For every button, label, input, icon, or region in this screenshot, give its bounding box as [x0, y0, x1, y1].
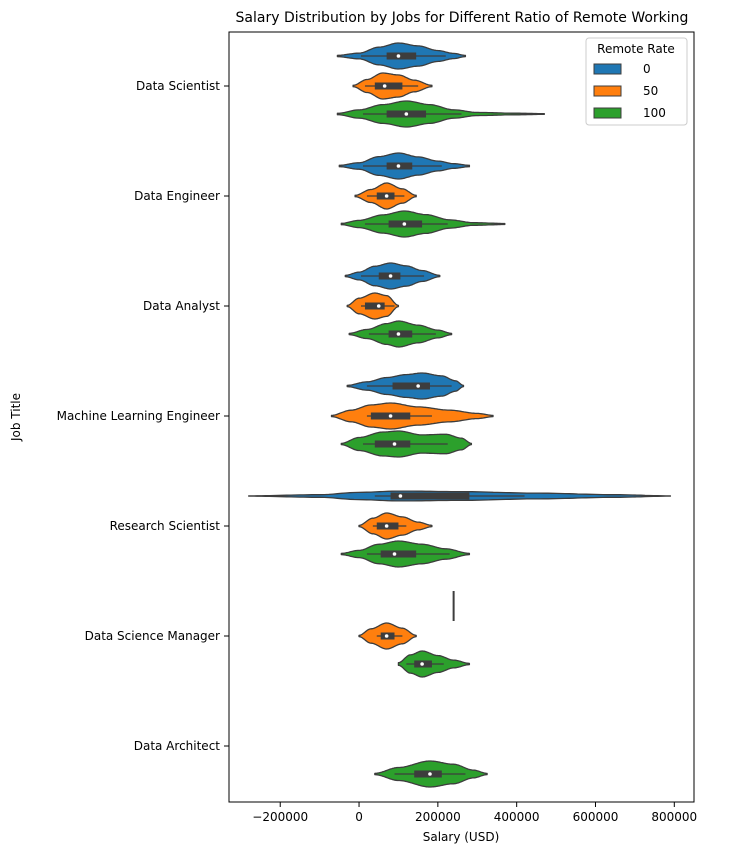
y-tick-label: Data Science Manager	[85, 629, 220, 643]
violin-iqr-box	[374, 440, 411, 448]
y-tick-label: Research Scientist	[110, 519, 221, 533]
violin-machine-learning-engineer-remote-100	[340, 430, 473, 458]
violin-data-science-manager-remote-50	[358, 622, 417, 650]
violin-data-analyst-remote-0	[344, 262, 441, 290]
legend-entry-50: 50	[593, 84, 658, 98]
y-tick-label: Data Analyst	[143, 299, 220, 313]
x-tick-label: 400000	[494, 810, 540, 824]
x-tick-label: 600000	[573, 810, 619, 824]
legend-label: 50	[643, 84, 658, 98]
violin-median	[388, 414, 393, 418]
violin-layer	[248, 42, 672, 788]
violin-iqr-box	[364, 302, 385, 310]
violin-iqr-box	[380, 550, 417, 558]
violin-median	[398, 494, 403, 498]
y-tick-label: Data Engineer	[134, 189, 220, 203]
legend: Remote Rate 0 50 100	[585, 37, 688, 126]
legend-swatch	[593, 107, 622, 119]
x-tick-label: −200000	[252, 810, 308, 824]
violin-data-scientist-remote-100	[336, 100, 545, 128]
x-axis: −200000 0 200000 400000 600000 800000	[252, 802, 697, 824]
x-tick-label: 200000	[415, 810, 461, 824]
y-tick-label: Machine Learning Engineer	[57, 409, 220, 423]
violin-median	[392, 552, 397, 556]
violin-median	[376, 304, 381, 308]
violin-median	[396, 54, 401, 58]
violin-iqr-box	[392, 382, 430, 390]
violin-data-engineer-remote-50	[354, 182, 417, 210]
violin-median	[416, 384, 420, 388]
violin-machine-learning-engineer-remote-50	[330, 402, 494, 430]
violin-data-analyst-remote-100	[348, 320, 453, 348]
violin-research-scientist-remote-100	[340, 540, 471, 568]
x-tick-label: 800000	[651, 810, 697, 824]
y-axis: Data Scientist Data Engineer Data Analyst M…	[57, 79, 229, 753]
legend-swatch	[593, 85, 622, 97]
violin-median	[404, 112, 409, 116]
violin-data-architect-remote-100	[374, 760, 488, 788]
legend-entry-0: 0	[593, 62, 651, 76]
violin-data-engineer-remote-100	[340, 210, 506, 238]
violin-data-engineer-remote-0	[338, 152, 471, 180]
violin-median	[384, 634, 389, 638]
violin-median	[396, 164, 401, 168]
legend-entry-100: 100	[593, 106, 666, 120]
violin-median	[402, 222, 407, 226]
violin-iqr-box	[374, 82, 403, 90]
chart-title: Salary Distribution by Jobs for Differen…	[236, 10, 689, 26]
violin-data-analyst-remote-50	[346, 292, 400, 320]
violin-machine-learning-engineer-remote-0	[346, 372, 465, 400]
x-tick-label: 0	[355, 810, 363, 824]
violin-iqr-box	[414, 770, 442, 778]
violin-median	[392, 442, 397, 446]
violin-research-scientist-remote-50	[358, 512, 433, 540]
violin-median	[420, 662, 424, 666]
plot-frame	[228, 31, 695, 803]
legend-swatch	[593, 63, 622, 75]
violin-data-science-manager-remote-100	[397, 650, 471, 678]
violin-median	[382, 84, 387, 88]
violin-data-scientist-remote-50	[352, 72, 433, 100]
violin-median	[384, 524, 389, 528]
legend-entries: 0 50 100	[593, 62, 666, 120]
violin-research-scientist-remote-0	[248, 490, 672, 502]
violin-median	[428, 772, 432, 776]
y-tick-label: Data Architect	[134, 739, 221, 753]
y-tick-label: Data Scientist	[136, 79, 220, 93]
legend-label: 100	[643, 106, 666, 120]
violin-median	[396, 332, 401, 336]
violin-median	[384, 194, 389, 198]
violin-iqr-box	[386, 52, 417, 60]
violin-iqr-box	[388, 330, 413, 338]
legend-frame	[585, 37, 688, 126]
legend-title: Remote Rate	[597, 42, 675, 56]
violin-data-scientist-remote-0	[336, 42, 467, 70]
violin-median	[388, 274, 393, 278]
legend-label: 0	[643, 62, 651, 76]
violin-iqr-box	[390, 492, 470, 500]
y-axis-label: Job Title	[9, 393, 23, 442]
x-axis-label: Salary (USD)	[423, 830, 500, 844]
